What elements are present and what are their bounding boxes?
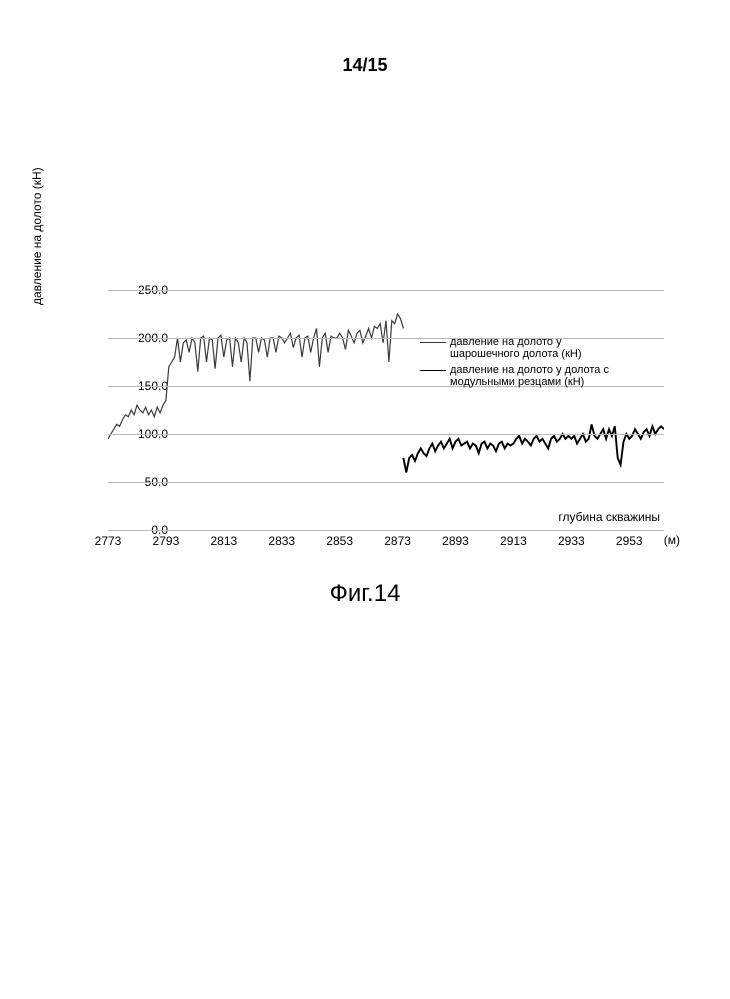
xtick-3: 2833 bbox=[268, 534, 295, 548]
x-axis-unit: (м) bbox=[664, 533, 680, 547]
line-chart-svg bbox=[108, 290, 664, 530]
legend-swatch-series2 bbox=[420, 370, 446, 371]
legend-swatch-series1 bbox=[420, 342, 446, 343]
gridline bbox=[108, 434, 664, 435]
xtick-6: 2893 bbox=[442, 534, 469, 548]
figure-caption: Фиг.14 bbox=[0, 580, 730, 608]
y-axis-label: давление на долото (кН) bbox=[30, 167, 44, 305]
gridline bbox=[108, 290, 664, 291]
xtick-4: 2853 bbox=[326, 534, 353, 548]
page-number: 14/15 bbox=[0, 55, 730, 76]
xtick-8: 2933 bbox=[558, 534, 585, 548]
legend-series1: давление на долото у шарошечного долота … bbox=[420, 336, 670, 360]
series2-line bbox=[403, 424, 664, 472]
legend-series2: давление на долото у долота с модульными… bbox=[420, 364, 680, 388]
gridline bbox=[108, 482, 664, 483]
x-axis-label: глубина скважины bbox=[558, 510, 660, 524]
series1-line bbox=[108, 314, 403, 439]
legend-series1-line2: шарошечного долота (кН) bbox=[450, 348, 582, 360]
xtick-2: 2813 bbox=[210, 534, 237, 548]
legend-series1-line1: давление на долото у bbox=[450, 336, 562, 348]
xtick-1: 2793 bbox=[153, 534, 180, 548]
gridline bbox=[108, 530, 664, 531]
legend-series2-line2: модульными резцами (кН) bbox=[450, 376, 584, 388]
xtick-0: 2773 bbox=[95, 534, 122, 548]
xtick-9: 2953 bbox=[616, 534, 643, 548]
chart-container: давление на долото (кН) 0.0 50.0 100.0 1… bbox=[60, 220, 680, 590]
plot-area bbox=[108, 290, 664, 531]
xtick-7: 2913 bbox=[500, 534, 527, 548]
legend-series2-line1: давление на долото у долота с bbox=[450, 364, 609, 376]
xtick-5: 2873 bbox=[384, 534, 411, 548]
